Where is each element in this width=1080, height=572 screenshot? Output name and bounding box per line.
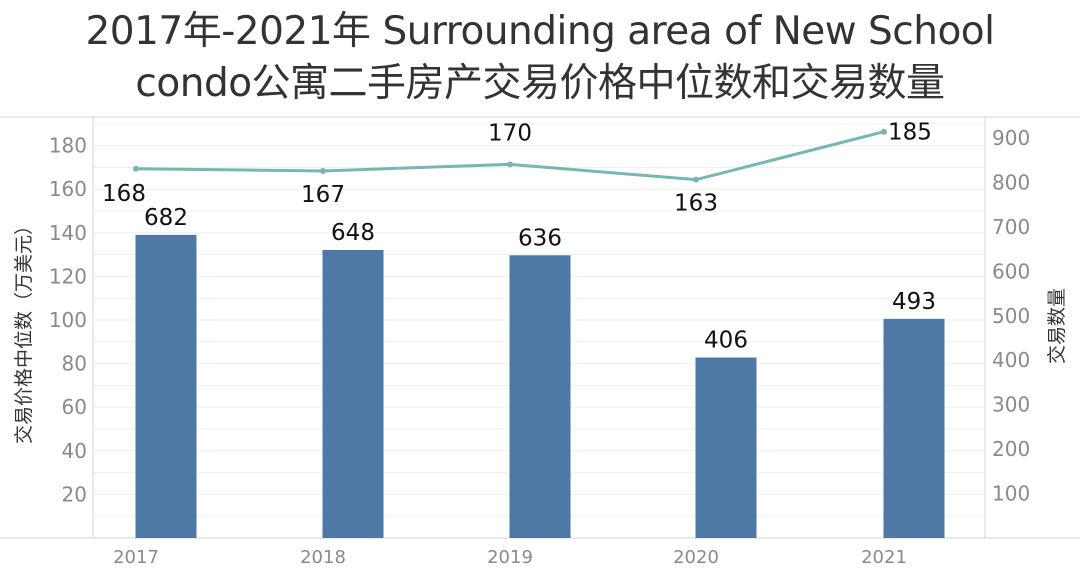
left-axis-tick: 60 <box>62 395 87 419</box>
right-axis-tick: 100 <box>992 482 1030 506</box>
line-value-label: 168 <box>102 181 146 207</box>
right-axis-tick: 300 <box>992 393 1030 417</box>
x-axis-tick: 2018 <box>300 547 346 568</box>
bar-2017 <box>135 234 197 538</box>
line-value-label: 185 <box>888 120 932 146</box>
left-axis-title: 交易价格中位数（万美元） <box>13 216 35 444</box>
bar-value-label: 493 <box>892 289 936 315</box>
left-axis-tick: 180 <box>49 134 87 158</box>
x-axis-tick: 2020 <box>673 547 719 568</box>
bar-series-transactions <box>135 234 945 539</box>
right-axis-tick: 800 <box>992 170 1030 194</box>
line-point-2017 <box>133 165 139 172</box>
bar-2019 <box>509 255 571 538</box>
right-axis-tick: 700 <box>992 215 1030 239</box>
x-axis-tick: 2021 <box>861 547 907 568</box>
bar-value-label: 636 <box>518 225 562 251</box>
chart-title: 2017年-2021年 Surrounding area of New Scho… <box>0 6 1080 110</box>
right-axis-tick: 500 <box>992 304 1030 328</box>
left-axis-tick: 120 <box>49 264 87 288</box>
right-axis-tick: 200 <box>992 437 1030 461</box>
line-series-median-price <box>133 128 887 183</box>
left-axis-tick: 80 <box>62 352 87 376</box>
left-axis-tick: 160 <box>49 177 87 201</box>
line-point-2020 <box>693 176 699 183</box>
left-axis-tick: 100 <box>49 308 87 332</box>
right-axis-title: 交易数量 <box>1046 288 1068 364</box>
x-axis-tick: 2019 <box>487 547 533 568</box>
right-axis-tick: 400 <box>992 348 1030 372</box>
bar-2021 <box>883 318 945 538</box>
bar-2018 <box>322 249 384 539</box>
x-axis-tick: 2017 <box>113 547 159 568</box>
chart-title-line-2: condo公寓二手房产交易价格中位数和交易数量 <box>135 61 945 106</box>
bar-2020 <box>695 357 757 538</box>
line-point-2019 <box>507 161 513 168</box>
bar-value-label: 648 <box>331 220 375 246</box>
data-labels: 682 648 636 406 493 168 167 170 163 185 <box>102 120 936 354</box>
right-axis-tick: 600 <box>992 259 1030 283</box>
line-point-2018 <box>320 167 326 174</box>
left-axis-tick: 140 <box>49 221 87 245</box>
line-value-label: 163 <box>674 191 718 217</box>
line-point-2021 <box>881 128 887 135</box>
left-axis-tick: 20 <box>62 482 87 506</box>
right-axis-tick: 900 <box>992 126 1030 150</box>
bar-value-label: 406 <box>704 328 748 354</box>
left-axis-tick: 40 <box>62 439 87 463</box>
axis-ticks: 20 40 60 80 100 120 140 160 180 100 200 300 400 500 60… <box>49 126 1030 568</box>
line-value-label: 167 <box>301 182 345 208</box>
bar-value-label: 682 <box>144 205 188 231</box>
line-value-label: 170 <box>488 120 532 146</box>
chart-title-line-1: 2017年-2021年 Surrounding area of New Scho… <box>85 9 995 54</box>
